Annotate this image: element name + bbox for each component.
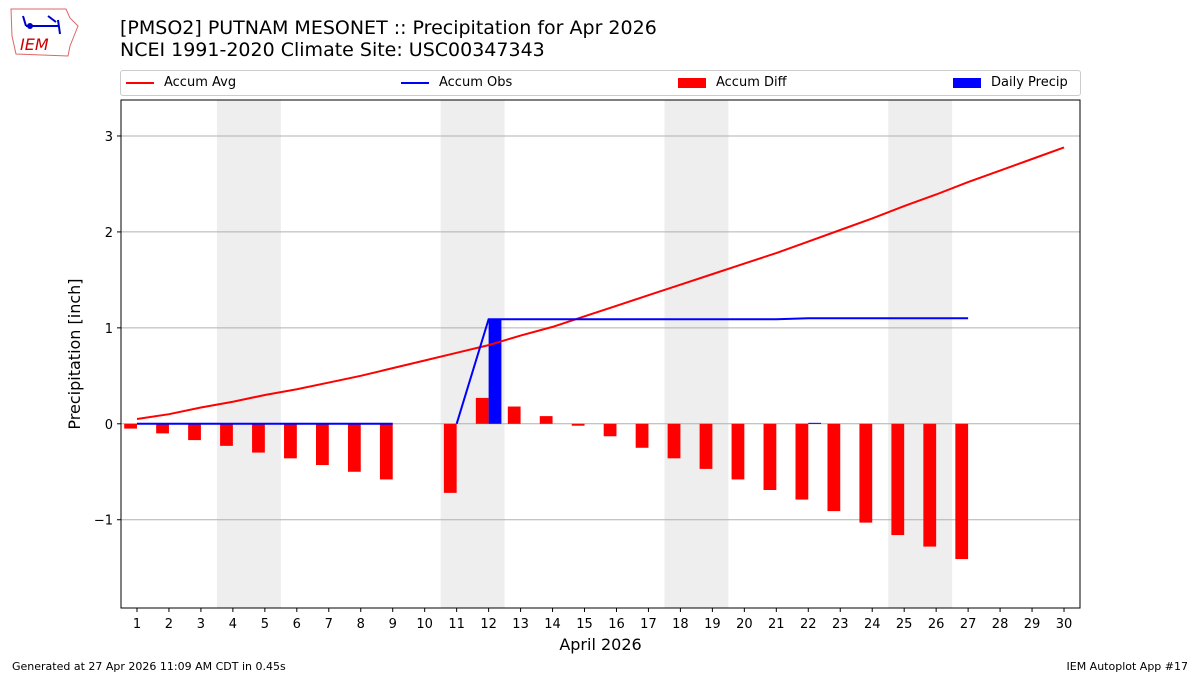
x-tick-label: 6 — [293, 617, 301, 632]
plot-frame — [120, 99, 1081, 609]
diff-bar — [507, 406, 521, 424]
diff-bar — [731, 423, 745, 480]
legend: Accum Avg Accum Obs Accum Diff Daily Pre… — [120, 70, 1081, 96]
x-tick-label: 23 — [832, 617, 849, 632]
x-tick-label: 7 — [325, 617, 333, 632]
diff-bar — [124, 423, 137, 429]
x-tick-label: 9 — [389, 617, 397, 632]
weekend-shade — [664, 100, 729, 608]
diff-bar — [763, 423, 777, 490]
diff-bar — [667, 423, 681, 459]
x-tick-label: 30 — [1056, 617, 1073, 632]
diff-bar — [188, 423, 201, 441]
diff-bar — [859, 423, 873, 523]
legend-label: Accum Obs — [439, 75, 513, 90]
x-tick-label: 20 — [736, 617, 753, 632]
x-tick-label: 27 — [960, 617, 977, 632]
diff-bar — [315, 423, 329, 466]
x-tick-label: 24 — [864, 617, 881, 632]
x-tick-label: 12 — [480, 617, 497, 632]
x-tick-label: 11 — [448, 617, 465, 632]
x-tick-label: 4 — [229, 617, 237, 632]
title-line1: [PMSO2] PUTNAM MESONET :: Precipitation … — [120, 17, 657, 39]
diff-bar — [603, 423, 617, 437]
x-tick-label: 8 — [357, 617, 365, 632]
diff-bar — [379, 423, 393, 480]
x-tick-label: 18 — [672, 617, 689, 632]
legend-label: Accum Avg — [164, 75, 237, 90]
x-tick-label: 26 — [928, 617, 945, 632]
title-line2: NCEI 1991-2020 Climate Site: USC00347343 — [120, 39, 545, 61]
x-tick-label: 19 — [704, 617, 721, 632]
y-tick-label: 3 — [105, 130, 113, 145]
diff-bar — [699, 423, 713, 469]
diff-bar — [443, 423, 457, 493]
x-tick-label: 1 — [133, 617, 141, 632]
generated-text: Generated at 27 Apr 2026 11:09 AM CDT in… — [12, 660, 286, 673]
x-tick-label: 28 — [992, 617, 1009, 632]
x-tick-label: 5 — [261, 617, 269, 632]
legend-accum-diff: Accum Diff — [678, 75, 787, 90]
y-tick-label: 0 — [105, 418, 113, 433]
diff-bar — [891, 423, 905, 536]
x-tick-label: 16 — [608, 617, 625, 632]
diff-bar — [923, 423, 937, 547]
y-tick-label: 1 — [105, 322, 113, 337]
x-tick-label: 29 — [1024, 617, 1041, 632]
diff-bar — [571, 423, 585, 426]
diff-bar — [539, 416, 553, 424]
x-tick-label: 17 — [640, 617, 657, 632]
legend-accum-avg: Accum Avg — [126, 75, 236, 90]
y-tick-label: 2 — [105, 226, 113, 241]
x-tick-label: 14 — [544, 617, 561, 632]
x-tick-label: 3 — [197, 617, 205, 632]
diff-bar — [156, 423, 169, 434]
chart-title: [PMSO2] PUTNAM MESONET :: Precipitation … — [120, 17, 657, 61]
iem-logo: IEM — [10, 8, 79, 57]
y-tick-label: −1 — [94, 514, 113, 529]
accum-avg-line — [136, 146, 1065, 420]
x-tick-label: 21 — [768, 617, 785, 632]
diff-bar — [284, 423, 297, 459]
x-tick-label: 2 — [165, 617, 173, 632]
daily-precip-bar — [808, 422, 822, 424]
x-tick-label: 25 — [896, 617, 913, 632]
diff-bar — [475, 397, 489, 424]
legend-accum-obs: Accum Obs — [401, 75, 512, 90]
diff-bar — [252, 423, 265, 453]
daily-precip-bar — [488, 319, 502, 424]
x-tick-label: 22 — [800, 617, 817, 632]
legend-label: Daily Precip — [991, 75, 1068, 90]
diff-bar — [635, 423, 649, 448]
legend-label: Accum Diff — [716, 75, 787, 90]
diff-bar — [827, 423, 841, 512]
x-axis-label: April 2026 — [559, 635, 641, 654]
y-axis-label: Precipitation [inch] — [65, 278, 84, 429]
diff-bar — [955, 423, 969, 560]
legend-daily-precip: Daily Precip — [953, 75, 1068, 90]
x-tick-label: 15 — [576, 617, 593, 632]
x-tick-label: 10 — [416, 617, 433, 632]
diff-bar — [220, 423, 233, 446]
accum-obs-line — [455, 317, 969, 425]
weekend-shade — [216, 100, 281, 608]
app-label: IEM Autoplot App #17 — [1066, 660, 1189, 673]
svg-text:IEM: IEM — [20, 35, 49, 54]
diff-bar — [795, 423, 809, 500]
x-tick-label: 13 — [512, 617, 529, 632]
diff-bar — [347, 423, 361, 472]
